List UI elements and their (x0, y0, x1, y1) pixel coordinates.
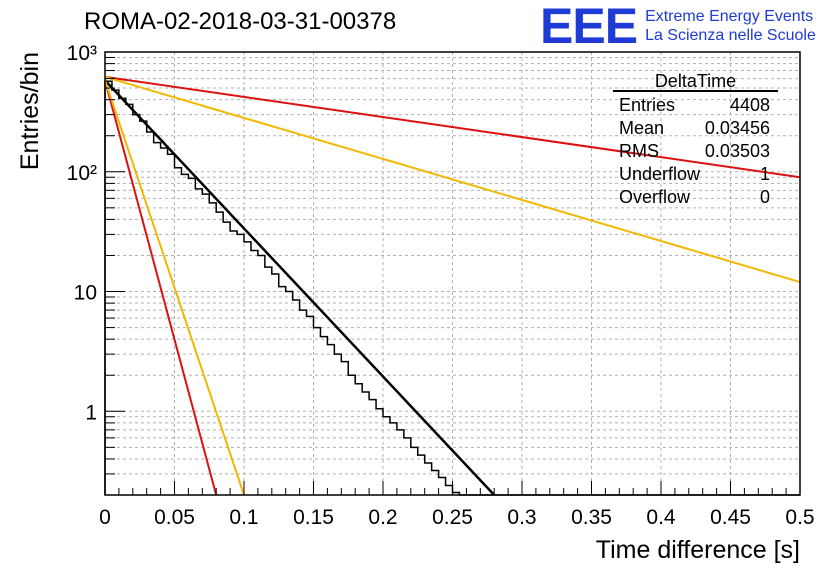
stats-label: Mean (619, 118, 664, 138)
chart-title: ROMA-02-2018-03-31-00378 (84, 8, 397, 35)
x-tick-label: 0.1 (229, 506, 258, 529)
stats-value: 4408 (730, 95, 770, 115)
exp-fit-line (104, 75, 801, 284)
tick-labels-layer: 0 0.05 0.1 0.15 0.2 0.25 0.3 0.35 0.4 0.45 0.51101… (67, 42, 815, 529)
x-tick-label: 0.3 (507, 506, 536, 529)
stats-label: RMS (619, 141, 659, 161)
exp-fit-line (104, 80, 218, 496)
x-tick-label: 0.4 (646, 506, 676, 529)
fit-lines-layer (104, 75, 801, 496)
x-tick-label: 0.2 (368, 506, 397, 529)
y-tick-label: 10 (74, 282, 97, 305)
y-tick-label: 1 (85, 401, 97, 424)
x-tick-label: 0.25 (432, 506, 473, 529)
y-tick-label: 10² (67, 162, 97, 185)
stats-value: 0.03503 (705, 141, 770, 161)
grid-layer (104, 52, 801, 495)
stats-label: Underflow (619, 164, 701, 184)
exp-fit-line (104, 75, 801, 179)
x-tick-label: 0.35 (571, 506, 612, 529)
stats-label: Entries (619, 95, 675, 115)
x-axis-title: Time difference [s] (596, 536, 800, 564)
x-tick-label: 0 (99, 506, 111, 529)
x-tick-label: 0.15 (293, 506, 334, 529)
stats-box: DeltaTime Entries 4408 Mean 0.03456 RMS 0.0350… (613, 71, 778, 207)
ticks-layer (104, 51, 801, 496)
stats-label: Overflow (619, 187, 691, 207)
y-tick-label: 10³ (67, 42, 97, 65)
logo-line-1: Extreme Energy Events (645, 8, 814, 25)
x-tick-label: 0.05 (154, 506, 195, 529)
x-tick-label: 0.5 (785, 506, 814, 529)
stats-value: 0 (760, 187, 770, 207)
exp-fit-line (104, 80, 245, 496)
stats-title: DeltaTime (655, 71, 736, 91)
logo-mark: EEE (540, 0, 638, 54)
logo-line-2: La Scienza nelle Scuole (645, 27, 816, 44)
exp-fit-line (104, 79, 496, 496)
x-tick-label: 0.45 (710, 506, 751, 529)
eee-logo: EEE Extreme Energy Events La Scienza nel… (540, 0, 816, 54)
stats-value: 1 (760, 164, 770, 184)
y-axis-title: Entries/bin (16, 52, 44, 170)
stats-value: 0.03456 (705, 118, 770, 138)
logo-text: Extreme Energy Events La Scienza nelle S… (645, 7, 816, 45)
